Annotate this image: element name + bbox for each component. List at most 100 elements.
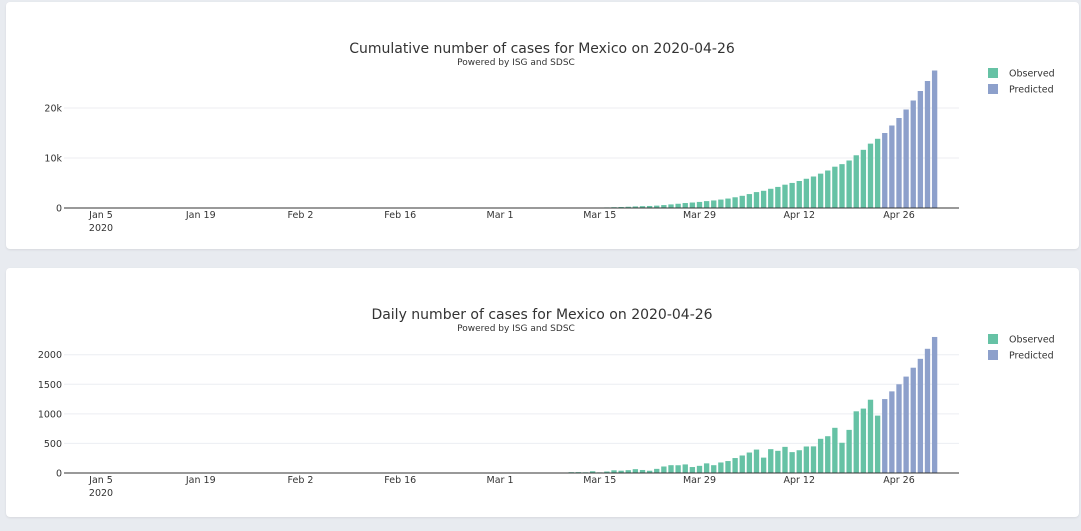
daily-observed-bar: [846, 429, 852, 473]
daily-y-tick-label: 500: [44, 439, 62, 450]
daily-x-tick-label: Apr 26: [883, 475, 915, 486]
cumulative-observed-bar: [675, 203, 681, 208]
cumulative-x-tick-label: Mar 15: [583, 210, 616, 221]
cumulative-x-tick-label: Apr 12: [783, 210, 815, 221]
daily-observed-bar: [853, 411, 859, 473]
daily-legend-swatch: [988, 334, 998, 344]
daily-observed-bar: [810, 446, 817, 473]
daily-chart-title: Daily number of cases for Mexico on 2020…: [371, 307, 712, 323]
daily-observed-bar: [661, 466, 667, 473]
cumulative-predicted-bar: [889, 125, 895, 208]
daily-observed-bar: [760, 457, 767, 473]
cumulative-legend-swatch: [988, 84, 998, 94]
daily-observed-bar: [718, 462, 724, 473]
daily-predicted-bar: [917, 358, 924, 473]
daily-observed-bar: [753, 449, 760, 473]
cumulative-predicted-bar: [917, 91, 924, 208]
cumulative-observed-bar: [682, 203, 688, 208]
daily-observed-bar: [725, 461, 731, 473]
daily-observed-bar: [732, 458, 738, 473]
daily-observed-bar: [775, 450, 781, 473]
daily-observed-bar: [825, 436, 831, 473]
daily-observed-bar: [839, 442, 845, 473]
daily-observed-bar: [682, 464, 688, 473]
cumulative-legend-swatch: [988, 68, 998, 78]
cumulative-observed-bar: [646, 205, 653, 208]
cumulative-observed-bar: [703, 201, 710, 208]
daily-observed-bar: [632, 469, 639, 473]
daily-predicted-bar: [889, 391, 895, 473]
daily-observed-bar: [789, 452, 795, 473]
daily-observed-bar: [832, 427, 838, 473]
daily-observed-bar: [739, 455, 745, 473]
cumulative-predicted-bar: [910, 100, 916, 208]
cumulative-observed-bar: [874, 138, 881, 208]
daily-observed-bar: [874, 415, 881, 473]
cumulative-chart-title: Cumulative number of cases for Mexico on…: [349, 41, 735, 57]
daily-observed-bar: [618, 470, 624, 473]
daily-legend-label: Observed: [1009, 335, 1055, 346]
daily-x-tick-year-label: 2020: [89, 488, 113, 499]
daily-x-tick-label: Jan 5: [88, 475, 113, 486]
daily-x-tick-label: Mar 29: [683, 475, 716, 486]
daily-chart: Daily number of cases for Mexico on 2020…: [38, 307, 1055, 499]
daily-x-tick-label: Feb 16: [384, 475, 416, 486]
cumulative-x-tick-label: Jan 19: [185, 210, 216, 221]
daily-predicted-bar: [903, 376, 909, 473]
cumulative-observed-bar: [810, 176, 817, 208]
daily-legend-swatch: [988, 350, 998, 360]
daily-observed-bar: [639, 469, 646, 473]
cumulative-observed-bar: [853, 155, 859, 208]
daily-chart-panel: Daily number of cases for Mexico on 2020…: [6, 268, 1079, 517]
cumulative-observed-bar: [775, 186, 781, 208]
cumulative-chart-subtitle: Powered by ISG and SDSC: [457, 58, 575, 68]
daily-y-tick-label: 1000: [38, 409, 62, 420]
cumulative-x-tick-year-label: 2020: [89, 223, 113, 234]
daily-observed-bar: [604, 471, 610, 473]
cumulative-observed-bar: [860, 149, 867, 208]
cumulative-legend-observed[interactable]: Observed: [988, 68, 1055, 80]
cumulative-observed-bar: [696, 201, 703, 208]
cumulative-predicted-bar: [931, 70, 938, 208]
cumulative-x-tick-label: Feb 2: [288, 210, 314, 221]
cumulative-observed-bar: [618, 206, 624, 208]
cumulative-observed-bar: [867, 143, 874, 208]
daily-x-tick-label: Mar 1: [487, 475, 514, 486]
daily-observed-bar: [711, 465, 717, 473]
daily-x-tick-label: Mar 15: [583, 475, 616, 486]
cumulative-legend-predicted[interactable]: Predicted: [988, 84, 1054, 96]
daily-observed-bar: [696, 465, 703, 473]
cumulative-observed-bar: [746, 194, 753, 208]
cumulative-legend-label: Observed: [1009, 69, 1055, 80]
daily-legend-observed[interactable]: Observed: [988, 334, 1055, 346]
daily-observed-bar: [646, 470, 653, 473]
daily-x-tick-label: Apr 12: [783, 475, 815, 486]
cumulative-predicted-bar: [882, 133, 888, 208]
cumulative-x-tick-label: Mar 29: [683, 210, 716, 221]
cumulative-observed-bar: [803, 178, 810, 208]
cumulative-observed-bar: [668, 204, 674, 208]
cumulative-chart: Cumulative number of cases for Mexico on…: [44, 41, 1055, 234]
daily-predicted-bar: [882, 399, 888, 473]
cumulative-x-tick-label: Feb 16: [384, 210, 416, 221]
cumulative-chart-panel: Cumulative number of cases for Mexico on…: [6, 2, 1079, 249]
cumulative-observed-bar: [760, 190, 767, 208]
cumulative-observed-bar: [839, 164, 845, 208]
daily-predicted-bar: [931, 336, 938, 473]
cumulative-y-tick-label: 10k: [44, 154, 62, 165]
daily-predicted-bar: [924, 348, 931, 473]
daily-observed-bar: [768, 449, 774, 473]
daily-observed-bar: [654, 468, 660, 473]
daily-legend-predicted[interactable]: Predicted: [988, 350, 1054, 362]
cumulative-observed-bar: [846, 160, 852, 208]
cumulative-y-tick-label: 0: [56, 204, 62, 215]
cumulative-x-tick-label: Apr 26: [883, 210, 915, 221]
cumulative-x-tick-label: Mar 1: [487, 210, 514, 221]
daily-y-tick-label: 0: [56, 469, 62, 480]
daily-legend-label: Predicted: [1009, 351, 1054, 362]
cumulative-observed-bar: [825, 170, 831, 208]
daily-y-tick-label: 2000: [38, 350, 62, 361]
daily-observed-bar: [782, 446, 788, 473]
cumulative-observed-bar: [768, 188, 774, 208]
cumulative-observed-bar: [739, 195, 745, 208]
